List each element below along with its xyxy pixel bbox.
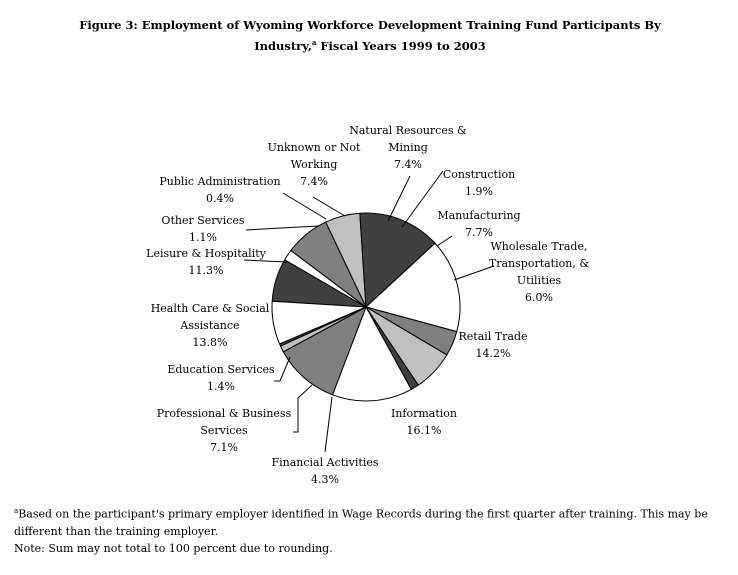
slice-value-label: 16.1% (407, 424, 442, 437)
slice-label-construction: Construction 1.9% (443, 168, 515, 198)
slice-label-manufacturing: Manufacturing 7.7% (437, 209, 520, 239)
leader-line-unknown-or-not-working (312, 196, 346, 217)
footnote-a: aBased on the participant's primary empl… (14, 503, 729, 523)
pie-slice-retail-trade (359, 212, 436, 308)
footnote-a-line-2: different than the training employer. (14, 524, 219, 538)
slice-name-label: Mining (388, 141, 428, 154)
slice-label-retail-trade: Retail Trade 14.2% (458, 330, 527, 360)
leader-line-education-services (274, 356, 291, 382)
slice-value-label: 7.4% (300, 175, 328, 188)
leader-line-financial-activities (324, 396, 333, 453)
slice-name-label: Transportation, & (489, 257, 589, 270)
slice-name-label: Working (291, 158, 338, 171)
slice-labels: Natural Resources & Mining 7.4% Constructio… (146, 124, 589, 486)
slice-value-label: 13.8% (193, 336, 228, 349)
slice-value-label: 1.1% (189, 231, 217, 244)
figure-title: Figure 3: Employment of Wyoming Workforc… (40, 17, 700, 55)
slice-name-label: Natural Resources & (349, 124, 467, 137)
leader-line-natural-resources-and-mining (387, 175, 411, 222)
slice-value-label: 6.0% (525, 291, 553, 304)
figure-title-industry: Industry, (254, 38, 312, 53)
slice-name-label: Retail Trade (458, 330, 527, 343)
slice-label-wholesale-trade-transportation-and-utilities: Wholesale Trade, Transportation, & Utiliti… (489, 240, 589, 304)
figure-title-line-1: Figure 3: Employment of Wyoming Workforc… (79, 18, 661, 32)
footnote-a-line-1: Based on the participant's primary emplo… (18, 507, 708, 521)
slice-label-other-services: Other Services 1.1% (161, 214, 244, 244)
slice-value-label: 0.4% (206, 192, 234, 205)
slice-label-financial-activities: Financial Activities 4.3% (272, 456, 379, 486)
slice-label-health-care-and-social-assistance: Health Care & Social Assistance 13.8% (151, 302, 270, 349)
slice-value-label: 1.4% (207, 380, 235, 393)
slice-value-label: 1.9% (465, 185, 493, 198)
slice-value-label: 4.3% (311, 473, 339, 486)
leader-line-public-administration (282, 192, 327, 220)
slice-name-label: Education Services (167, 363, 275, 376)
leader-line-professional-and-business-services (293, 384, 313, 433)
leader-line-other-services (245, 225, 319, 231)
slice-value-label: 11.3% (189, 264, 224, 277)
footnote-marker-a: a (311, 38, 317, 47)
slice-value-label: 14.2% (476, 347, 511, 360)
figure-title-line-2: Industry,a Fiscal Years 1999 to 2003 (40, 34, 700, 55)
slice-value-label: 7.1% (210, 441, 238, 454)
pie-slices (271, 212, 461, 402)
slice-name-label: Services (200, 424, 248, 437)
slice-label-leisure-and-hospitality: Leisure & Hospitality 11.3% (146, 247, 266, 277)
pie-slice-information (365, 242, 461, 333)
slice-name-label: Assistance (179, 319, 239, 332)
slice-label-information: Information 16.1% (391, 407, 457, 437)
slice-name-label: Unknown or Not (268, 141, 361, 154)
slice-name-label: Construction (443, 168, 515, 181)
pie-slice-unknown-or-not-working (271, 300, 367, 345)
slice-label-natural-resources-and-mining: Natural Resources & Mining 7.4% (349, 124, 467, 171)
slice-name-label: Public Administration (159, 175, 280, 188)
leader-line-wholesale-trade-transportation-and-utilities (453, 265, 495, 281)
slice-label-professional-and-business-services: Professional & Business Services 7.1% (157, 407, 292, 454)
leader-line-leisure-and-hospitality (243, 259, 288, 263)
footnotes: aBased on the participant's primary empl… (14, 503, 729, 557)
slice-value-label: 7.7% (465, 226, 493, 239)
slice-label-education-services: Education Services 1.4% (167, 363, 275, 393)
slice-name-label: Wholesale Trade, (491, 240, 588, 253)
figure-title-years: Fiscal Years 1999 to 2003 (316, 38, 486, 53)
leader-lines (243, 170, 495, 453)
pie-slice-health-care-and-social-assistance (332, 306, 412, 402)
slice-name-label: Other Services (161, 214, 244, 227)
slice-name-label: Utilities (517, 274, 562, 287)
slice-name-label: Leisure & Hospitality (146, 247, 266, 260)
footnote-a-marker: a (14, 507, 19, 515)
footnote-sum-note: Note: Sum may not total to 100 percent d… (14, 541, 333, 555)
slice-name-label: Health Care & Social (151, 302, 270, 315)
slice-name-label: Professional & Business (157, 407, 292, 420)
slice-name-label: Manufacturing (437, 209, 520, 222)
leader-line-manufacturing (436, 235, 453, 247)
slice-label-unknown-or-not-working: Unknown or Not Working 7.4% (268, 141, 361, 188)
slice-name-label: Financial Activities (272, 456, 379, 469)
slice-label-public-administration: Public Administration 0.4% (159, 175, 280, 205)
leader-line-construction (401, 170, 444, 228)
slice-name-label: Information (391, 407, 457, 420)
pie-slice-leisure-and-hospitality (282, 306, 367, 396)
slice-value-label: 7.4% (394, 158, 422, 171)
